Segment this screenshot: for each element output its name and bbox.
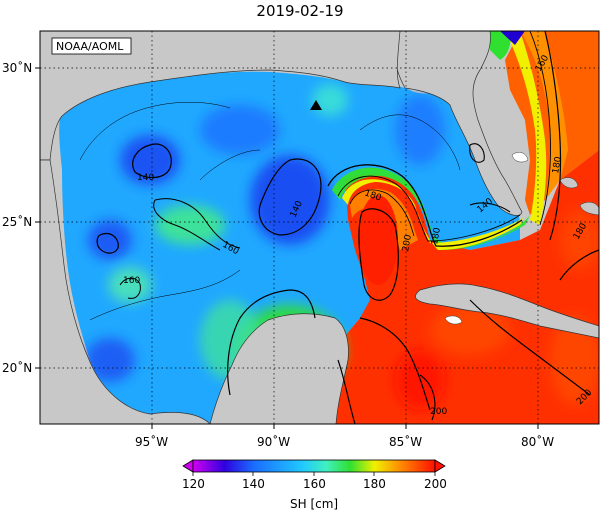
colorbar-tick-label: 200 xyxy=(424,477,447,491)
florida xyxy=(393,31,523,216)
colorbar-low-extend xyxy=(182,459,194,473)
axis-ticks xyxy=(35,67,539,429)
contour-label: 140 xyxy=(137,173,154,183)
bahamas-island xyxy=(559,177,579,189)
lon-tick-label: 95˚W xyxy=(135,434,168,449)
warm-eddy xyxy=(358,195,398,285)
lake-okeechobee xyxy=(511,152,529,163)
isla-de-la-juventud xyxy=(444,315,463,325)
map-area: 140 140 140 160 160 180 180 180 200 200 … xyxy=(40,31,599,424)
loop-current-yellow xyxy=(342,179,523,250)
lon-tick-labels: 95˚W 90˚W 85˚W 80˚W xyxy=(135,434,554,449)
bahamas-island xyxy=(579,201,599,216)
atlantic-cold-patch xyxy=(500,31,525,45)
colorbar-gradient xyxy=(192,459,436,473)
credit-box: NOAA/AOML xyxy=(51,37,132,55)
lat-tick-labels: 30˚N 25˚N 20˚N xyxy=(2,60,32,375)
colorbar-high-extend xyxy=(434,459,446,473)
lon-tick-label: 85˚W xyxy=(389,434,422,449)
colorbar-tick-label: 160 xyxy=(303,477,326,491)
florida-current xyxy=(505,31,547,225)
contour-label: 160 xyxy=(123,276,140,286)
map-title: 2019-02-19 xyxy=(256,2,344,20)
yucatan xyxy=(209,313,349,424)
colorbar-title: SH [cm] xyxy=(290,497,338,511)
us-gulf-coast xyxy=(40,31,401,161)
colorbar: 120 140 160 180 200 SH [cm] xyxy=(182,459,447,511)
contour-label: 200 xyxy=(430,407,447,417)
cuba xyxy=(415,283,599,339)
triangle-marker xyxy=(310,100,322,110)
contour-label: 180 xyxy=(430,227,443,246)
credit-text: NOAA/AOML xyxy=(56,40,124,53)
lon-tick-label: 80˚W xyxy=(521,434,554,449)
contour-label: 180 xyxy=(551,156,564,175)
florida-current-green xyxy=(490,31,511,60)
colorbar-tick-label: 180 xyxy=(363,477,386,491)
loop-current-green xyxy=(332,167,530,250)
lat-tick-label: 25˚N xyxy=(2,214,32,229)
colorbar-tick-label: 120 xyxy=(182,477,205,491)
lat-tick-label: 20˚N xyxy=(2,360,32,375)
lat-tick-label: 30˚N xyxy=(2,60,32,75)
florida-current-orange xyxy=(520,31,568,200)
colorbar-tick-label: 140 xyxy=(242,477,265,491)
map-frame xyxy=(39,30,600,425)
grid xyxy=(40,31,599,424)
contour-label: 200 xyxy=(401,234,414,253)
lon-tick-label: 90˚W xyxy=(257,434,290,449)
